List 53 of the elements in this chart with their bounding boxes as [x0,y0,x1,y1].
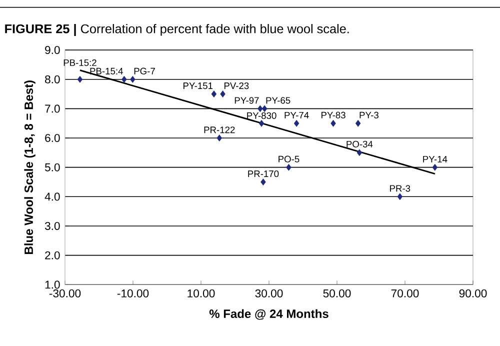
annotation: PY-151 [183,82,213,90]
annotation: PO-5 [278,156,300,162]
annotation: PY-830 [247,112,276,119]
y-tick-label: 6.0 [45,134,60,142]
y-tick-label: 7.0 [45,104,60,113]
y-axis-title: Blue Wool Scale (1-8, 8 = Best) [24,80,36,254]
y-tick-label: 3.0 [44,222,60,230]
x-tick-label: 90.00 [459,289,487,298]
x-tick-label: -30.00 [49,289,81,298]
point [397,193,402,200]
annotation: PY-3 [360,112,378,118]
annotation: PO-34 [346,140,373,148]
annotation: PR-122 [204,126,235,134]
y-tick-label: 1.0 [45,280,60,289]
chart-title: FIGURE 25 | Correlation of percent fade with blue wool scale. [5,24,349,36]
point [258,120,264,127]
annotation: PB-15:2 [64,59,96,66]
annotation: PY-97 [234,97,259,104]
point [356,120,361,127]
point [258,105,263,112]
point [77,76,83,83]
point [130,76,136,83]
x-tick-label: 50.00 [323,289,351,298]
point [122,76,127,83]
x-tick-label: 70.00 [391,289,419,298]
annotation: PY-65 [266,97,290,104]
point [330,120,336,127]
y-tick-label: 4.0 [44,192,60,201]
point [262,105,268,112]
point [260,178,266,186]
x-tick-label: -10.00 [117,289,149,298]
x-tick-label: 30.00 [255,289,283,298]
point [432,164,438,171]
annotation: PR-3 [390,185,410,192]
annotation: PB-15:4 [90,68,123,74]
y-tick-label: 9.0 [45,46,60,54]
annotation: PY-74 [284,112,309,118]
y-tick-label: 8.0 [45,75,60,84]
point [211,90,216,98]
y-tick-label: 2.0 [45,251,60,260]
point [356,149,362,156]
x-axis-title: % Fade @ 24 Months [209,309,328,320]
y-tick-label: 5.0 [45,163,60,172]
annotation: PR-170 [248,170,279,178]
annotation: PY-83 [322,112,346,118]
annotation: PY-14 [423,156,448,162]
point [216,134,222,142]
annotation: PG-7 [134,68,155,74]
point [294,120,300,127]
annotation: PV-23 [224,82,249,90]
x-tick-label: 10.00 [188,289,215,298]
point [220,90,226,98]
point [286,164,292,171]
